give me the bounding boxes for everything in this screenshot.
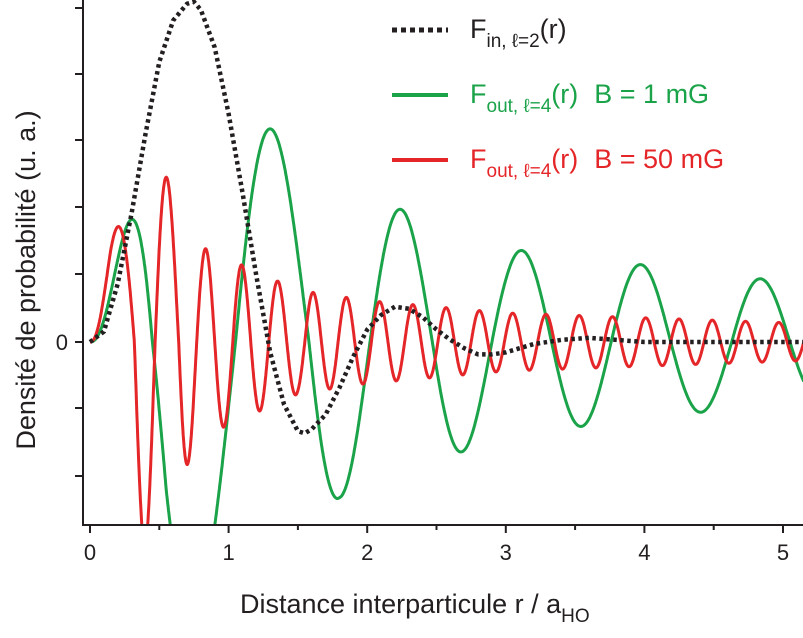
x-axis-title: Distance interparticule r / aHO <box>240 589 590 627</box>
legend: Fin, ℓ=2(r) Fout, ℓ=4(r) B = 1 mG Fout, ℓ=4… <box>392 14 724 182</box>
series-line-0 <box>88 0 803 436</box>
legend-label-1: Fout, ℓ=4(r) B = 1 mG <box>470 79 709 117</box>
legend-label-0: Fin, ℓ=2(r) <box>470 14 567 52</box>
x-tick-label-4: 4 <box>638 540 650 565</box>
x-tick-label-2: 2 <box>361 540 373 565</box>
y-tick-label-0: 0 <box>56 330 68 355</box>
x-tick-label-1: 1 <box>222 540 234 565</box>
x-tick-label-0: 0 <box>84 540 96 565</box>
x-tick-label-3: 3 <box>500 540 512 565</box>
series-line-1 <box>88 127 803 525</box>
y-axis-title: Densité de probabilité (u. a.) <box>11 110 41 449</box>
legend-label-2: Fout, ℓ=4(r) B = 50 mG <box>470 144 724 182</box>
series-line-2 <box>88 175 803 525</box>
x-tick-label-5: 5 <box>777 540 789 565</box>
